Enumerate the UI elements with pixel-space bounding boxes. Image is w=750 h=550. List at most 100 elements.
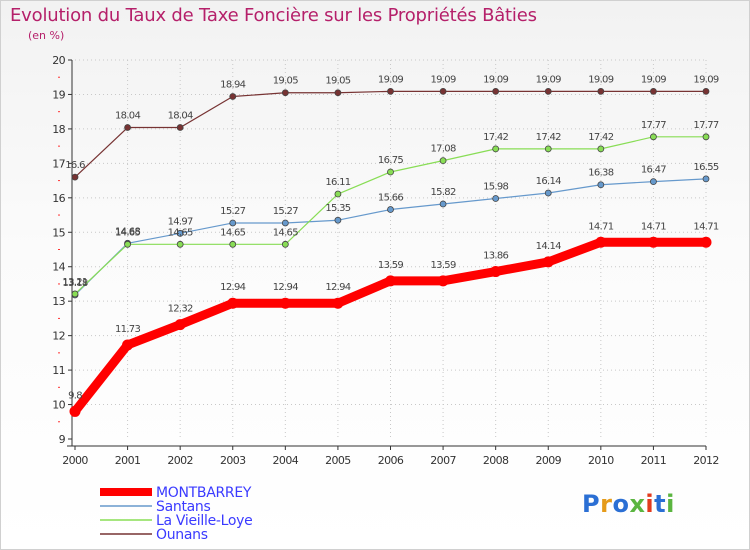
data-point	[702, 175, 710, 183]
data-label: 16.55	[693, 162, 718, 173]
x-tick-label: 2005	[325, 454, 351, 467]
y-tick-label: 9	[59, 433, 66, 446]
data-label: 14.68	[115, 226, 140, 237]
x-tick-label: 2000	[62, 454, 88, 467]
data-point	[650, 133, 657, 141]
y-tick-label: 13	[52, 295, 65, 308]
data-label: 19.09	[588, 74, 613, 85]
data-point	[542, 256, 554, 268]
x-tick-label: 2012	[693, 454, 719, 467]
data-label: 17.42	[536, 132, 561, 143]
data-point	[334, 190, 342, 198]
logo-letter: o	[612, 490, 630, 518]
data-label: 16.6	[65, 160, 85, 171]
data-point	[439, 157, 447, 165]
data-label: 14.97	[168, 216, 193, 227]
data-label: 12.94	[273, 282, 298, 293]
data-label: 14.71	[641, 221, 666, 232]
data-label: 19.09	[431, 74, 456, 85]
data-point	[122, 339, 134, 351]
y-tick-label: 16	[52, 192, 65, 205]
data-point	[229, 240, 237, 248]
legend-label: MONTBARREY	[156, 485, 252, 501]
data-label: 19.05	[325, 76, 350, 87]
data-point	[281, 89, 289, 97]
x-tick-label: 2007	[430, 454, 456, 467]
data-point	[439, 87, 447, 95]
y-tick-label: 11	[52, 364, 65, 377]
data-label: 14.65	[168, 227, 193, 238]
data-label: 17.77	[641, 120, 666, 131]
data-label: 15.66	[378, 193, 403, 204]
data-point	[334, 89, 342, 97]
proxiti-logo: Proxiti	[582, 490, 675, 518]
data-point	[176, 229, 184, 237]
x-tick-label: 2010	[588, 454, 614, 467]
data-point	[227, 297, 239, 309]
data-point	[595, 236, 607, 248]
data-point	[650, 87, 657, 95]
data-label: 13.59	[431, 260, 456, 271]
data-point	[279, 297, 291, 309]
data-point	[229, 93, 237, 100]
logo-letter: i	[645, 490, 655, 518]
data-label: 18.94	[220, 80, 245, 91]
data-label: 17.42	[483, 132, 508, 143]
x-tick-label: 2003	[220, 454, 246, 467]
data-label: 16.75	[378, 155, 403, 166]
data-label: 15.98	[483, 182, 508, 193]
data-point	[490, 266, 502, 278]
x-tick-label: 2009	[535, 454, 561, 467]
data-label: 18.04	[115, 111, 140, 122]
data-point	[71, 290, 79, 298]
data-label: 19.05	[273, 76, 298, 87]
x-tick-label: 2001	[115, 454, 141, 467]
data-label: 15.27	[273, 206, 298, 217]
data-label: 15.82	[431, 187, 456, 198]
data-label: 19.09	[641, 74, 666, 85]
data-point	[597, 145, 605, 153]
data-point	[597, 181, 605, 189]
data-label: 17.77	[693, 120, 718, 131]
data-label: 19.09	[536, 74, 561, 85]
data-label: 12.94	[325, 282, 350, 293]
y-tick-label: 19	[52, 88, 65, 101]
logo-letter: P	[582, 490, 601, 518]
data-point	[332, 297, 344, 309]
data-point	[650, 178, 657, 186]
data-label: 19.09	[483, 74, 508, 85]
data-point	[385, 275, 396, 287]
data-point	[492, 195, 500, 202]
data-point	[229, 219, 237, 227]
data-label: 19.09	[693, 74, 718, 85]
data-point	[437, 275, 449, 287]
data-label: 14.65	[220, 227, 245, 238]
y-tick-label: 12	[52, 330, 65, 343]
data-label: 14.71	[588, 221, 613, 232]
legend-label: La Vieille-Loye	[156, 513, 252, 529]
data-point	[124, 124, 131, 131]
data-label: 16.47	[641, 165, 666, 176]
y-tick-label: 18	[52, 123, 65, 136]
data-point	[387, 168, 394, 176]
data-point	[71, 173, 79, 181]
data-point	[176, 240, 184, 248]
data-label: 14.65	[273, 227, 298, 238]
legend-label: Santans	[156, 499, 210, 515]
data-label: 13.86	[483, 251, 508, 262]
data-label: 16.14	[536, 176, 561, 187]
data-label: 11.73	[115, 324, 140, 335]
data-point	[544, 145, 552, 153]
data-point	[597, 87, 605, 95]
data-point	[492, 87, 500, 95]
data-point	[492, 145, 500, 153]
data-label: 17.08	[431, 144, 456, 155]
x-tick-label: 2002	[167, 454, 193, 467]
logo-letter: i	[666, 490, 675, 518]
data-point	[387, 87, 394, 95]
x-tick-label: 2011	[641, 454, 667, 467]
y-tick-label: 20	[52, 54, 65, 67]
y-tick-label: 15	[52, 226, 65, 239]
data-point	[702, 133, 710, 141]
